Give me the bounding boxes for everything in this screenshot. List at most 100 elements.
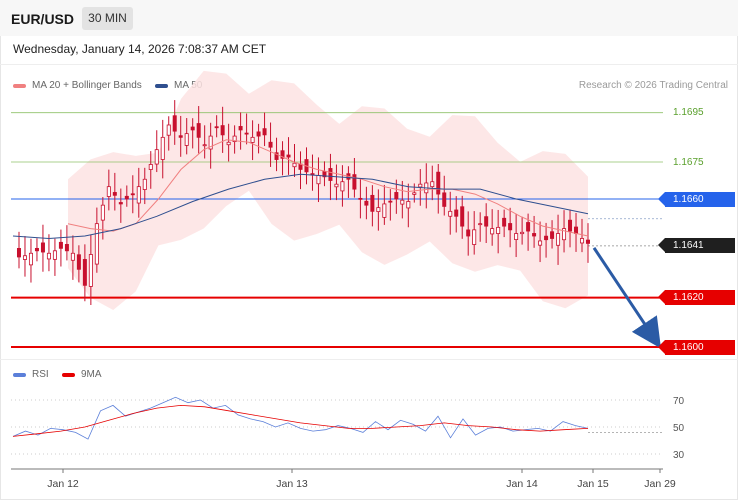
candle-body — [64, 244, 69, 252]
candle-body — [238, 126, 243, 131]
price-tag-text: 1.1641 — [673, 240, 704, 252]
ma20-legend: MA 20 + Bollinger Bands — [13, 80, 142, 91]
symbol-label: EUR/USD — [11, 11, 75, 27]
candle-body — [220, 125, 225, 136]
candle-body — [472, 229, 477, 245]
x-tick-label: Jan 15 — [577, 478, 609, 490]
candle-body — [466, 229, 471, 237]
price-tag-1.1660: 1.1660 — [658, 191, 735, 207]
candle-body — [124, 195, 129, 200]
candle-body — [490, 228, 495, 235]
candle-body — [190, 126, 195, 131]
x-tick-label: Jan 14 — [506, 478, 538, 490]
candle-body — [574, 226, 579, 234]
candle-body — [172, 115, 177, 132]
candle-body — [562, 228, 567, 241]
candle-body — [250, 136, 255, 143]
candle-body — [520, 231, 525, 235]
x-tick-label: Jan 12 — [47, 478, 79, 490]
rsi-tick-label: 70 — [673, 396, 685, 407]
price-tag-1.1695: 1.1695 — [665, 105, 735, 120]
candle-body — [94, 223, 99, 265]
candle-body — [568, 219, 573, 232]
candle-body — [196, 123, 201, 138]
price-tag-1.1675: 1.1675 — [665, 155, 735, 170]
timeframe-button[interactable]: 30 MIN — [82, 7, 133, 30]
candle-body — [82, 259, 87, 286]
candle-body — [340, 181, 345, 192]
price-tag-1.1641: 1.1641 — [658, 238, 735, 254]
x-tick-label: Jan 13 — [276, 478, 308, 490]
candle-body — [496, 226, 501, 234]
candle-body — [454, 209, 459, 217]
candle-body — [166, 124, 171, 136]
candle-body — [286, 154, 291, 158]
candle-body — [412, 192, 417, 195]
candle-body — [52, 250, 57, 260]
candle-body — [376, 207, 381, 213]
x-tick-label: Jan 29 — [644, 478, 676, 490]
candle-body — [34, 247, 39, 252]
candle-body — [382, 203, 387, 218]
candle-body — [178, 135, 183, 138]
candle-body — [418, 183, 423, 188]
rsi-legend: RSI — [13, 369, 49, 380]
candle-body — [148, 164, 153, 170]
candle-body — [310, 173, 315, 176]
candle-body — [550, 231, 555, 239]
candle-body — [88, 254, 93, 287]
candle-body — [406, 201, 411, 209]
candle-body — [538, 240, 543, 246]
rsi-legend-label: RSI — [32, 369, 49, 380]
top-bar: EUR/USD 30 MIN — [0, 0, 738, 36]
candle-body — [430, 181, 435, 188]
candle-body — [478, 223, 483, 226]
price-tag-1.1600: 1.1600 — [658, 339, 735, 355]
candle-body — [184, 133, 189, 146]
candle-body — [484, 216, 489, 227]
candle-body — [316, 175, 321, 185]
candle-body — [46, 252, 51, 260]
candle-body — [118, 202, 123, 205]
candle-body — [508, 223, 513, 231]
candle-body — [202, 144, 207, 147]
candle-body — [586, 239, 591, 244]
candle-body — [352, 174, 357, 190]
price-tag-text: 1.1660 — [673, 193, 704, 205]
candle-body — [400, 199, 405, 205]
ma20-swatch — [13, 83, 26, 88]
candle-body — [334, 183, 339, 188]
copyright-credit: Research © 2026 Trading Central — [578, 80, 728, 91]
candle-body — [160, 136, 165, 160]
candle-body — [106, 186, 111, 197]
timestamp: Wednesday, January 14, 2026 7:08:37 AM C… — [13, 42, 267, 56]
candle-body — [502, 217, 507, 227]
price-tag-text: 1.1600 — [673, 341, 704, 353]
rsi-tick-label: 30 — [673, 450, 685, 461]
candle-body — [16, 248, 21, 258]
rsi-ma-legend: 9MA — [62, 369, 102, 380]
rsi-ma-line — [12, 404, 589, 437]
candle-body — [364, 200, 369, 206]
rsi-swatch — [13, 372, 26, 377]
ma50-legend: MA 50 — [155, 80, 202, 91]
candle-body — [262, 128, 267, 136]
candle-body — [436, 171, 441, 195]
bollinger-band — [68, 70, 588, 311]
candle-body — [100, 204, 105, 221]
rsi-ma-legend-label: 9MA — [81, 369, 102, 380]
candle-body — [268, 141, 273, 148]
candle-body — [130, 193, 135, 196]
candle-body — [154, 149, 159, 165]
candle-body — [58, 241, 63, 249]
candle-body — [556, 233, 561, 246]
header-divider — [0, 64, 738, 65]
ma50-swatch — [155, 83, 168, 88]
rsi-ma-swatch — [62, 372, 75, 377]
forecast-arrow — [592, 247, 661, 349]
candle-body — [28, 252, 33, 266]
candle-body — [40, 242, 45, 253]
candle-body — [214, 126, 219, 129]
candle-body — [76, 254, 81, 270]
